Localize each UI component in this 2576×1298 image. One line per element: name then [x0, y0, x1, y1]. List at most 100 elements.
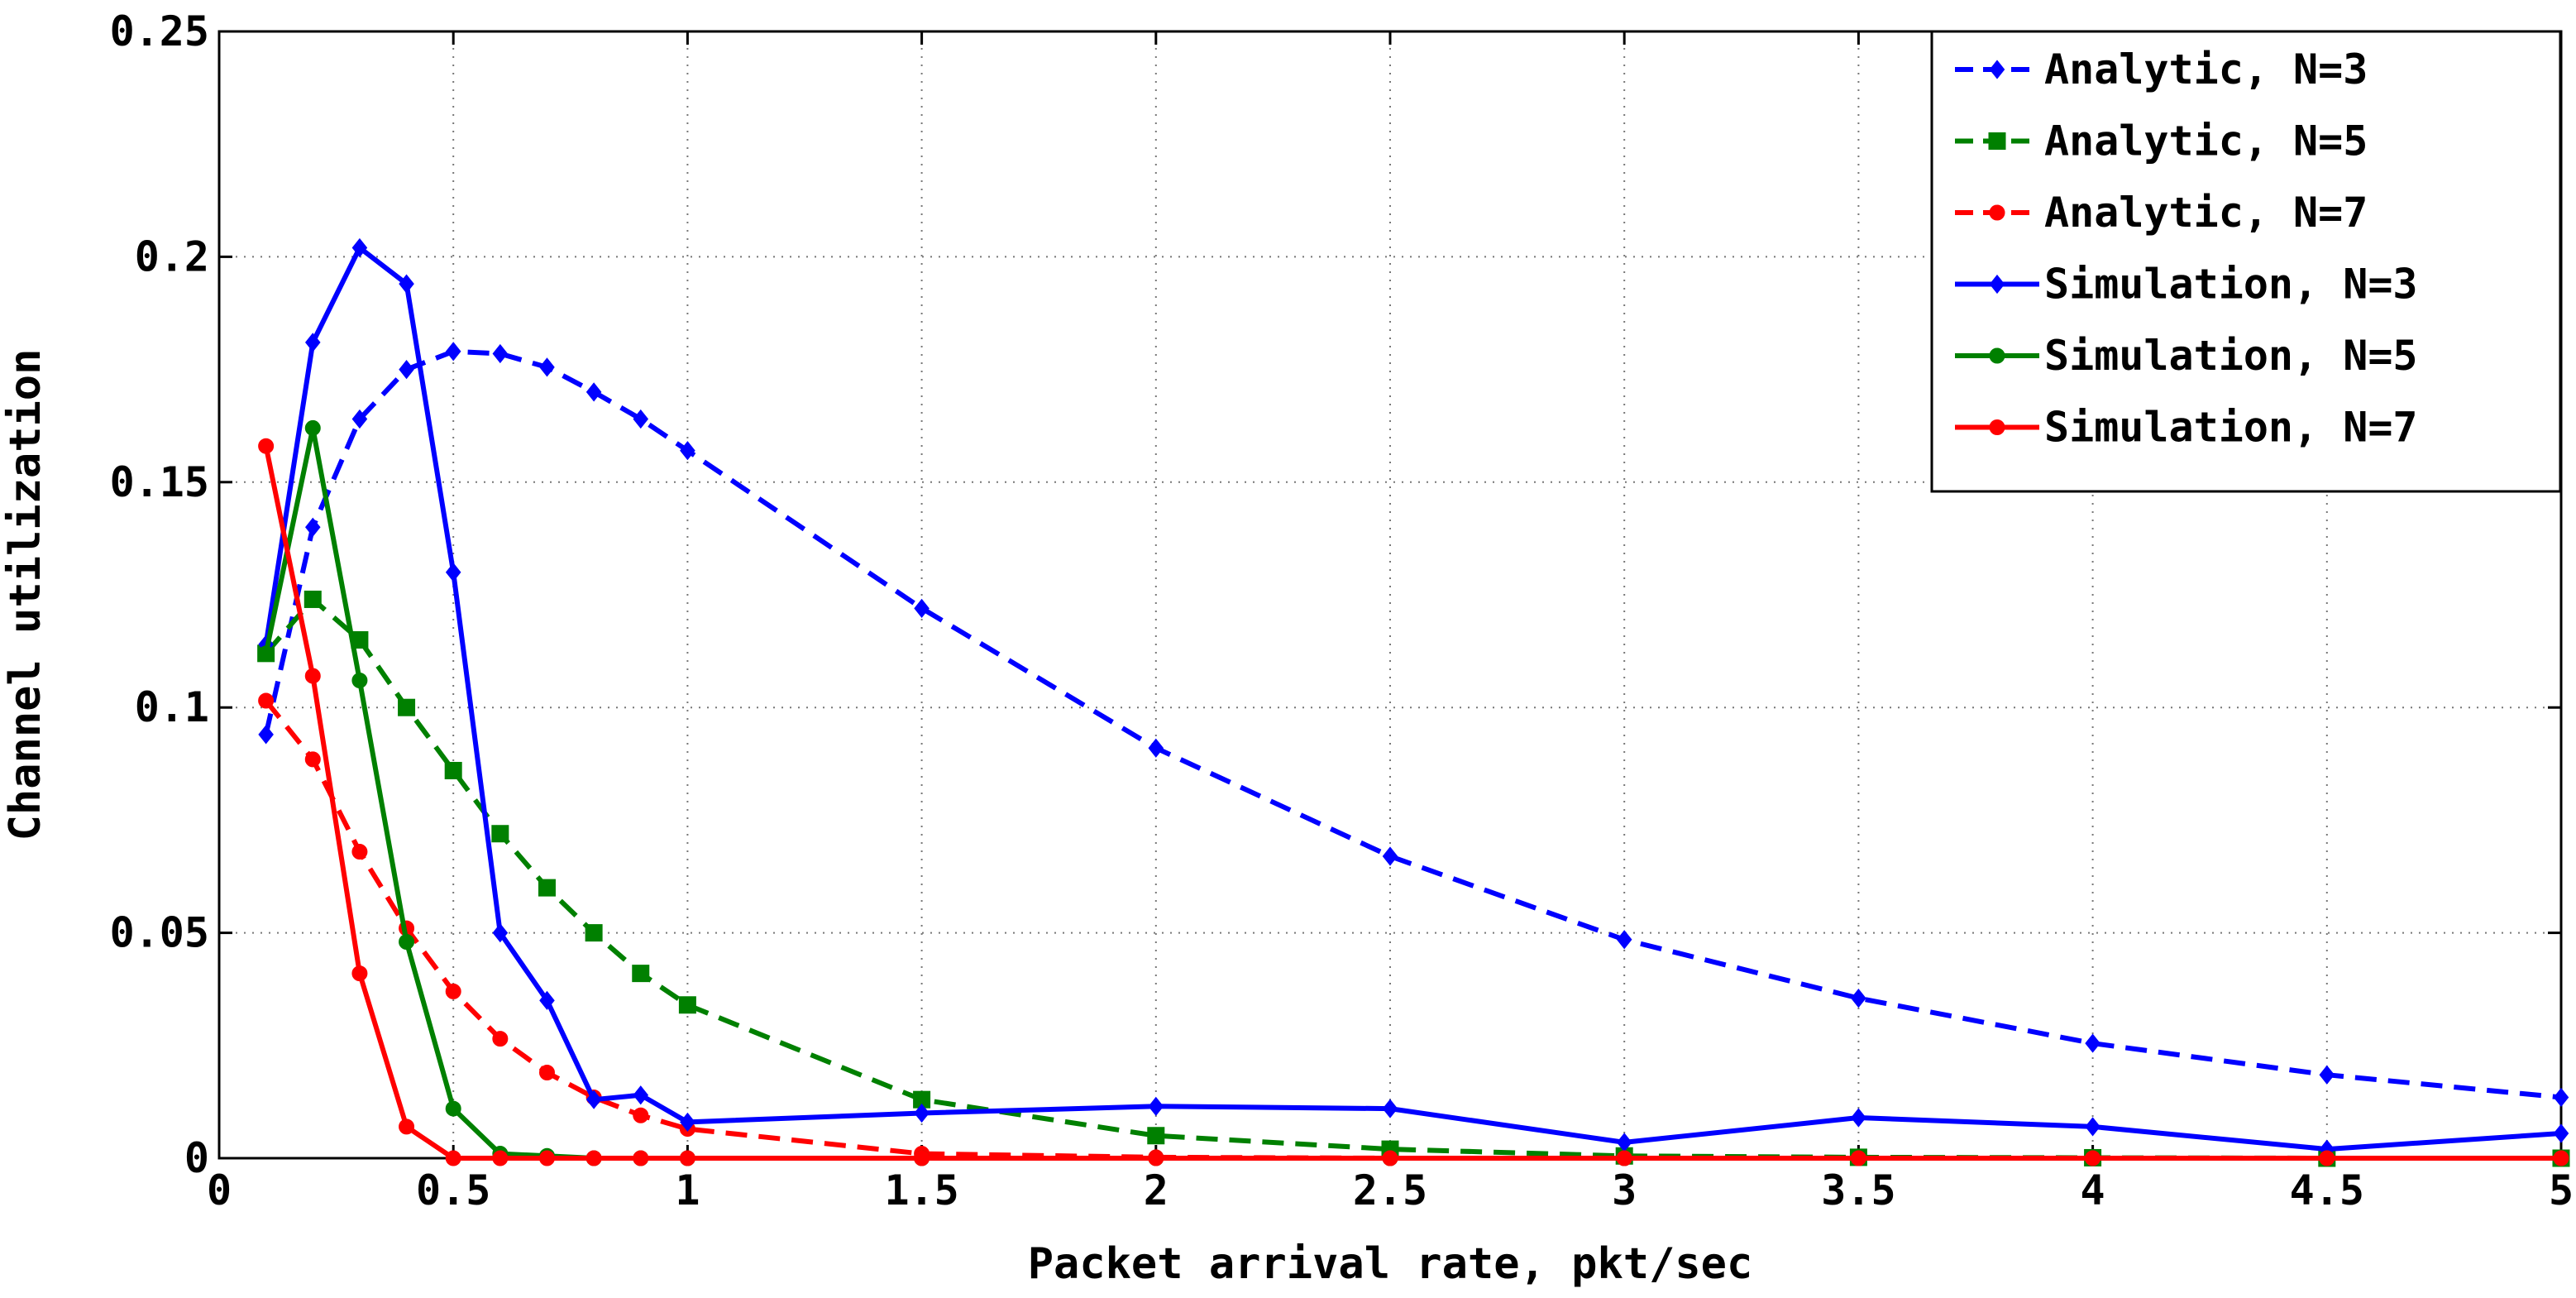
- data-point-square: [1147, 1127, 1165, 1145]
- data-point-square: [632, 965, 650, 983]
- x-axis-label: Packet arrival rate, pkt/sec: [1028, 1239, 1753, 1289]
- y-tick-label: 0.05: [110, 909, 209, 957]
- x-tick-label: 2: [1144, 1166, 1169, 1214]
- data-point-diamond: [2085, 1033, 2100, 1053]
- data-point-circle: [914, 1150, 930, 1166]
- x-tick-label: 4: [2081, 1166, 2105, 1214]
- data-point-diamond: [351, 409, 368, 429]
- data-point-diamond: [1148, 738, 1164, 758]
- y-tick-label: 0.15: [110, 458, 209, 506]
- y-tick-label: 0.2: [135, 232, 209, 280]
- legend-label: Simulation, N=5: [2044, 332, 2418, 380]
- data-point-circle: [445, 983, 461, 999]
- x-tick-label: 2.5: [1353, 1166, 1427, 1214]
- x-tick-label: 3: [1612, 1166, 1637, 1214]
- legend-item: Analytic, N=5: [1955, 117, 2368, 165]
- legend-label: Analytic, N=7: [2044, 189, 2368, 237]
- data-point-square: [398, 698, 416, 716]
- data-point-diamond: [445, 563, 461, 582]
- data-point-diamond: [304, 333, 321, 352]
- data-point-circle: [351, 844, 368, 860]
- data-point-diamond: [1851, 988, 1866, 1008]
- data-point-circle: [2319, 1150, 2335, 1166]
- data-point-circle: [538, 1064, 555, 1080]
- data-point-diamond: [399, 359, 414, 380]
- legend-item: Simulation, N=5: [1955, 332, 2418, 380]
- legend-label: Analytic, N=5: [2044, 117, 2368, 165]
- legend-label: Simulation, N=3: [2044, 261, 2418, 309]
- series-line: [263, 245, 2562, 1152]
- data-point-circle: [2085, 1150, 2101, 1166]
- data-point-circle: [304, 419, 321, 436]
- data-point-circle: [304, 668, 321, 684]
- x-tick-label: 4.5: [2290, 1166, 2364, 1214]
- data-point-circle: [633, 1107, 649, 1123]
- data-point-diamond: [1616, 930, 1632, 950]
- axis-ticks: 0 0.5 1 1.5 2 2.5 3 3.5 4 4.5 5 0 0.05 0.1 0.15 0.2 0.25: [110, 7, 2574, 1214]
- series-1: [258, 342, 2569, 1108]
- data-point-square: [538, 879, 556, 897]
- data-point-square: [678, 996, 696, 1014]
- data-point-diamond: [1989, 274, 2005, 295]
- data-point-circle: [1989, 347, 2005, 364]
- y-tick-label: 0.1: [135, 683, 209, 731]
- series-6: [258, 438, 2569, 1166]
- data-point-square: [444, 761, 462, 779]
- legend-item: Analytic, N=7: [1955, 189, 2368, 237]
- data-point-diamond: [633, 409, 649, 429]
- legend-label: Analytic, N=3: [2044, 46, 2368, 93]
- x-tick-label: 5: [2549, 1166, 2574, 1214]
- legend-box: [1930, 30, 2562, 493]
- x-tick-label: 0: [207, 1166, 232, 1214]
- data-point-diamond: [2319, 1065, 2335, 1085]
- legend: Analytic, N=3 Analytic, N=5 Analytic, N=7 S…: [1930, 30, 2562, 493]
- x-tick-label: 0.5: [416, 1166, 490, 1214]
- data-point-diamond: [680, 1112, 695, 1133]
- data-point-circle: [1989, 204, 2005, 221]
- data-point-circle: [492, 1150, 509, 1166]
- data-point-circle: [399, 933, 415, 950]
- data-point-diamond: [539, 357, 555, 377]
- y-tick-label: 0.25: [110, 7, 209, 55]
- data-point-diamond: [1382, 1099, 1398, 1118]
- data-point-circle: [445, 1150, 461, 1166]
- data-series: [257, 237, 2570, 1167]
- data-point-circle: [585, 1150, 602, 1166]
- data-point-circle: [304, 751, 321, 768]
- data-point-circle: [679, 1150, 695, 1166]
- data-point-diamond: [258, 725, 274, 745]
- x-tick-label: 1.5: [884, 1166, 958, 1214]
- data-point-diamond: [351, 237, 368, 258]
- y-tick-label: 0: [184, 1134, 209, 1182]
- data-point-circle: [351, 965, 368, 982]
- data-point-circle: [445, 1100, 461, 1117]
- data-point-diamond: [585, 382, 602, 402]
- legend-item: Simulation, N=3: [1955, 261, 2418, 309]
- data-point-diamond: [445, 342, 461, 362]
- data-point-diamond: [2085, 1117, 2100, 1137]
- data-point-circle: [538, 1150, 555, 1166]
- data-point-diamond: [585, 1090, 602, 1109]
- data-point-circle: [258, 438, 275, 454]
- data-point-diamond: [914, 598, 930, 618]
- data-point-diamond: [633, 1085, 649, 1105]
- legend-item: Analytic, N=3: [1955, 46, 2368, 93]
- legend-item: Simulation, N=7: [1955, 404, 2418, 452]
- data-point-circle: [1989, 419, 2005, 435]
- data-point-circle: [1148, 1150, 1164, 1166]
- data-point-diamond: [492, 343, 509, 364]
- data-point-diamond: [399, 274, 414, 294]
- data-point-diamond: [680, 441, 695, 461]
- data-point-diamond: [492, 922, 509, 943]
- data-point-diamond: [2553, 1123, 2569, 1143]
- data-point-diamond: [1382, 846, 1398, 866]
- data-point-square: [491, 825, 509, 843]
- series-line: [263, 348, 2562, 1100]
- data-point-circle: [633, 1150, 649, 1166]
- data-point-diamond: [539, 990, 555, 1010]
- data-point-diamond: [1851, 1108, 1866, 1128]
- data-point-circle: [2553, 1150, 2569, 1166]
- series-line: [263, 445, 2561, 1161]
- data-point-diamond: [914, 1103, 930, 1123]
- data-point-circle: [1850, 1150, 1866, 1166]
